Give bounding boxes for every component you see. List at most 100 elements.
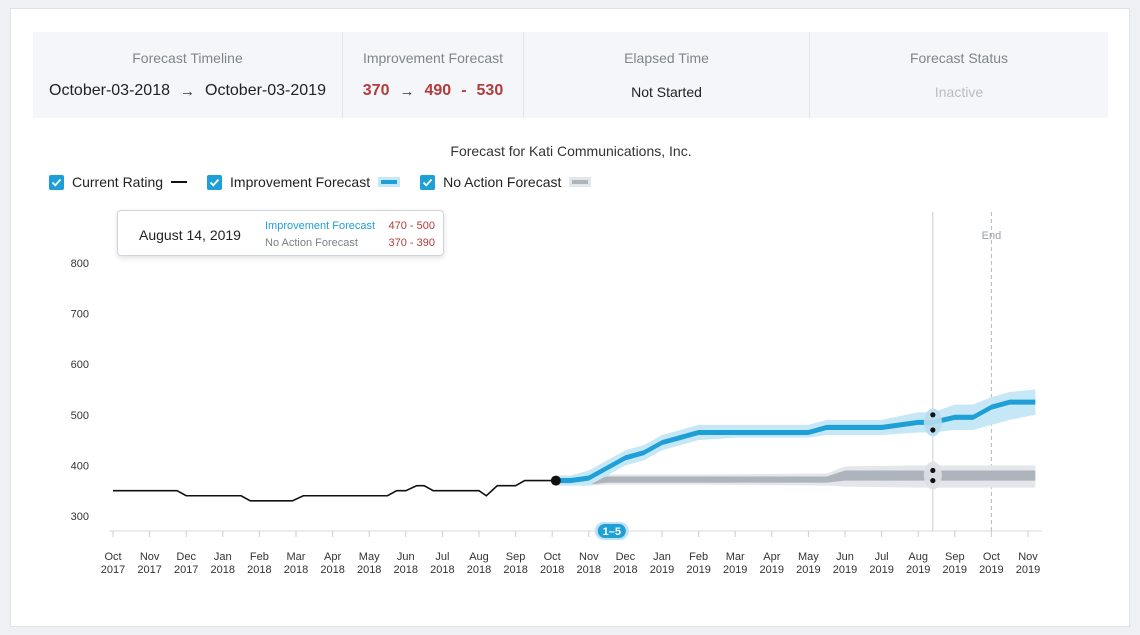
end-label: End (982, 230, 1002, 242)
improvement-high: 530 (476, 82, 504, 99)
y-tick-label: 500 (71, 410, 89, 422)
x-tick-label: 2018 (430, 564, 454, 576)
forecast-plot[interactable]: 300400500600700800Oct2017Nov2017Dec2017J… (11, 9, 1129, 626)
current-rating-series (113, 479, 556, 502)
timeline-start: October-03-2018 (49, 82, 170, 99)
forecast-timeline-cell: Forecast Timeline October-03-2018 → Octo… (33, 32, 343, 118)
y-tick-label: 600 (71, 359, 89, 371)
x-tick-label: 2018 (320, 564, 344, 576)
hover-point (930, 427, 936, 433)
improvement-dash: - (461, 82, 467, 99)
chart-legend: Current Rating Improvement Forecast No A… (49, 174, 611, 190)
x-tick-label: 2019 (869, 564, 893, 576)
tooltip-no-action-label: No Action Forecast (265, 237, 358, 249)
legend-item-improvement-forecast[interactable]: Improvement Forecast (207, 174, 401, 190)
improvement-forecast-series (555, 399, 1036, 484)
x-tick-label: Nov (140, 551, 160, 563)
x-tick-label: 2018 (394, 564, 418, 576)
x-tick-label: Jan (214, 551, 232, 563)
x-tick-label: 2018 (540, 564, 564, 576)
x-tick-label: Apr (324, 551, 341, 563)
x-tick-label: Feb (689, 551, 708, 563)
x-tick-label: Aug (469, 551, 489, 563)
tooltip-no-action-value: 370 - 390 (388, 237, 435, 249)
hover-halo (923, 408, 942, 437)
elapsed-time-cell: Elapsed Time Not Started (524, 32, 810, 118)
legend-label-current-rating: Current Rating (72, 174, 164, 190)
improvement-forecast-label: Improvement Forecast (362, 50, 504, 66)
x-tick-label: Jun (397, 551, 415, 563)
x-tick-label: 2019 (723, 564, 747, 576)
hover-point (930, 477, 936, 484)
x-tick-label: 2018 (577, 564, 601, 576)
y-tick-label: 700 (71, 309, 89, 321)
x-tick-label: Dec (616, 551, 636, 563)
x-tick-label: Jun (836, 551, 854, 563)
x-tick-label: May (798, 551, 819, 563)
hover-point (930, 467, 936, 474)
y-tick-label: 800 (71, 258, 89, 270)
arrow-right-icon: → (180, 82, 195, 100)
improvement-forecast-cell: Improvement Forecast 370 → 490 - 530 (343, 32, 524, 118)
x-tick-label: 2018 (613, 564, 637, 576)
improvement-low: 490 (424, 82, 452, 99)
x-tick-label: Oct (104, 551, 121, 563)
x-tick-label: Jul (875, 551, 889, 563)
x-tick-label: 2019 (650, 564, 674, 576)
x-tick-label: 2019 (943, 564, 967, 576)
forecast-timeline-value: October-03-2018 → October-03-2019 (49, 82, 326, 100)
x-tick-label: 2017 (174, 564, 198, 576)
band-swatch-icon (569, 177, 592, 187)
checkbox-checked-icon[interactable] (207, 174, 223, 190)
x-tick-label: Sep (506, 551, 526, 563)
checkbox-checked-icon[interactable] (49, 174, 64, 190)
x-tick-label: Aug (908, 551, 928, 563)
marker-pill (597, 524, 626, 538)
current-rating-endpoint (550, 475, 561, 486)
x-tick-label: 2019 (686, 564, 710, 576)
improvement-forecast-value: 370 → 490 - 530 (363, 82, 503, 100)
elapsed-time-label: Elapsed Time (624, 50, 709, 66)
hover-halo (923, 461, 942, 490)
chart-title: Forecast for Kati Communications, Inc. (450, 143, 692, 159)
x-tick-label: 2019 (979, 564, 1003, 576)
marker-pill-label: 1–5 (603, 526, 621, 538)
forecast-card: Forecast Timeline October-03-2018 → Octo… (10, 8, 1130, 627)
x-tick-label: 2019 (833, 564, 857, 576)
x-tick-label: 2019 (760, 564, 784, 576)
legend-item-current-rating[interactable]: Current Rating (49, 174, 188, 190)
hover-point (930, 412, 936, 418)
x-tick-label: 2018 (467, 564, 491, 576)
x-tick-label: 2018 (357, 564, 381, 576)
x-tick-label: 2018 (247, 564, 271, 576)
y-tick-label: 300 (71, 511, 89, 523)
x-tick-label: Sep (945, 551, 965, 563)
x-tick-label: Dec (176, 551, 196, 563)
tooltip-date: August 14, 2019 (139, 227, 241, 243)
tooltip-improvement-value: 470 - 500 (388, 220, 435, 232)
arrow-right-icon: → (399, 82, 415, 100)
x-tick-label: Oct (544, 551, 561, 563)
no-action-forecast-series (555, 470, 1036, 485)
elapsed-time-value: Not Started (631, 84, 702, 100)
tooltip-improvement-label: Improvement Forecast (265, 220, 376, 232)
improvement-band (555, 389, 1036, 486)
checkbox-checked-icon[interactable] (420, 174, 436, 190)
x-tick-label: Jul (435, 551, 449, 563)
line-swatch-icon (171, 181, 188, 183)
chart-tooltip: August 14, 2019 Improvement Forecast 470… (117, 210, 444, 256)
x-tick-label: Jan (653, 551, 671, 563)
band-swatch-icon (378, 177, 401, 187)
x-tick-label: Apr (763, 551, 780, 563)
x-tick-label: Mar (726, 551, 745, 563)
x-tick-label: Mar (287, 551, 306, 563)
x-tick-label: 2019 (796, 564, 820, 576)
y-tick-label: 400 (71, 460, 89, 472)
x-tick-label: 2017 (137, 564, 161, 576)
forecast-summary: Forecast Timeline October-03-2018 → Octo… (33, 32, 1108, 118)
forecast-status-value: Inactive (934, 84, 984, 100)
legend-item-no-action-forecast[interactable]: No Action Forecast (420, 174, 592, 190)
x-tick-label: 2018 (503, 564, 527, 576)
x-tick-label: Nov (579, 551, 599, 563)
x-tick-label: 2019 (906, 564, 930, 576)
